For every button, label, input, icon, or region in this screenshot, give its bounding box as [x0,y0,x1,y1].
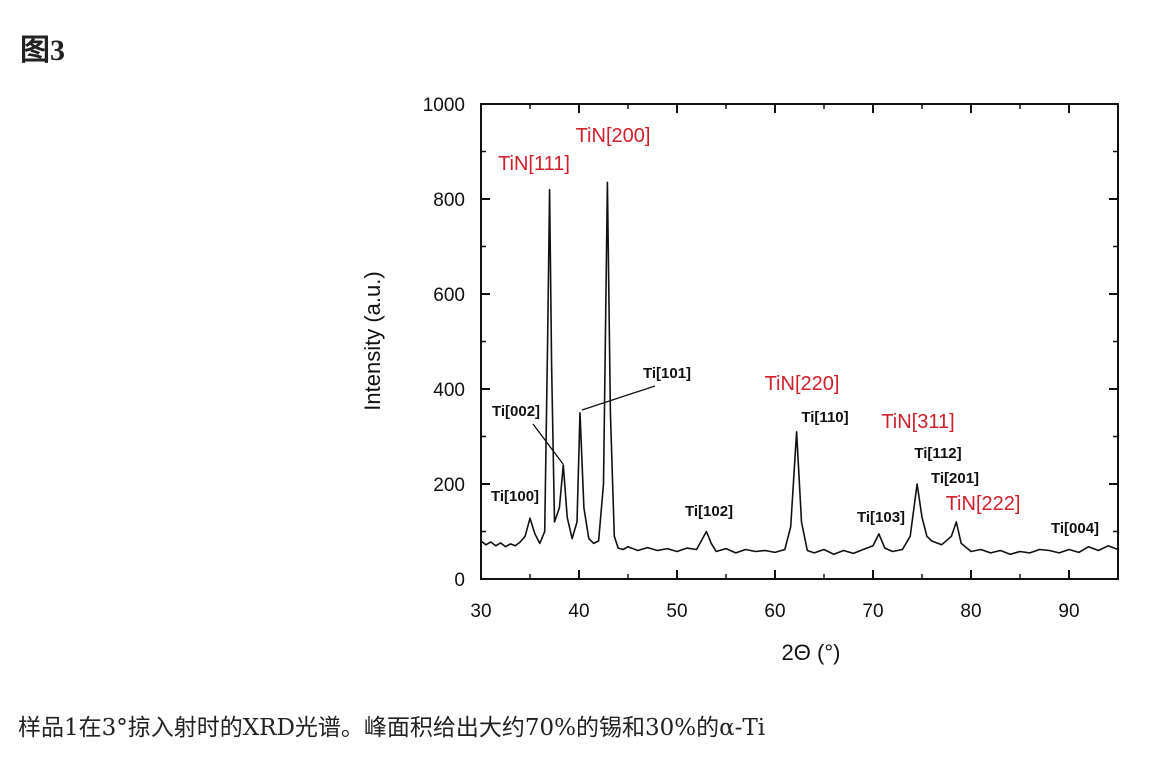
y-tick-label: 200 [433,475,465,496]
peak-label: TiN[222] [946,493,1021,515]
y-tick-label: 1000 [423,95,465,116]
peak-label: Ti[100] [491,488,539,505]
x-tick-label: 70 [862,601,883,622]
y-tick-label: 400 [433,380,465,401]
x-axis-title: 2Θ (°) [782,640,841,665]
peak-label: TiN[111] [498,153,570,175]
x-tick-label: 40 [568,601,589,622]
y-tick-label: 600 [433,285,465,306]
peak-label: Ti[102] [685,503,733,520]
leader-line [532,423,564,465]
peak-label: Ti[201] [931,470,979,487]
y-tick-label: 0 [454,570,465,591]
figure-label: 图3 [20,34,65,67]
peak-label: TiN[311] [881,411,954,433]
peak-label: Ti[101] [643,365,691,382]
y-axis-title: Intensity (a.u.) [360,271,385,410]
peak-label: Ti[112] [914,445,961,462]
peak-label: Ti[110] [801,409,848,426]
plot-frame [480,103,1119,580]
leader-line [581,385,656,411]
peak-label: TiN[200] [576,125,651,147]
peak-label: TiN[220] [765,373,840,395]
x-tick-label: 30 [470,601,491,622]
peak-label: Ti[002] [492,403,540,420]
spectrum-line [480,181,1119,556]
x-tick-label: 50 [666,601,687,622]
x-tick-label: 80 [960,601,981,622]
y-tick-label: 800 [433,190,465,211]
caption: 样品1在3°掠入射时的XRD光谱。峰面积给出大约70%的锡和30%的α-Ti [18,715,765,741]
x-tick-label: 60 [764,601,785,622]
peak-label: Ti[004] [1051,520,1099,537]
x-tick-label: 90 [1058,601,1079,622]
peak-label: Ti[103] [857,509,905,526]
